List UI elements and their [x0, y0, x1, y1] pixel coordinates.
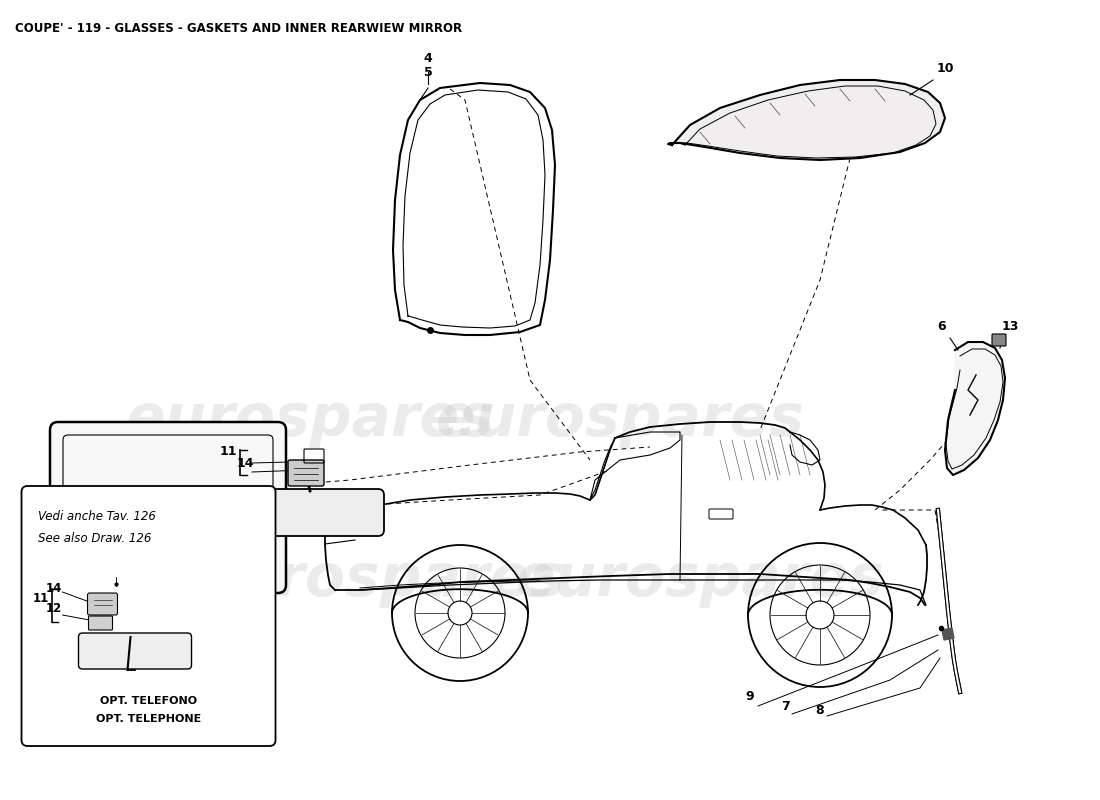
FancyBboxPatch shape	[50, 422, 286, 593]
Text: 14: 14	[45, 582, 62, 595]
Text: 10: 10	[936, 62, 954, 75]
Text: See also Draw. 126: See also Draw. 126	[37, 532, 151, 545]
Text: 2: 2	[108, 638, 117, 651]
Text: eurospares: eurospares	[125, 391, 495, 449]
Text: 6: 6	[937, 320, 946, 333]
FancyBboxPatch shape	[106, 608, 138, 632]
FancyBboxPatch shape	[22, 486, 275, 746]
Text: 4: 4	[424, 52, 432, 65]
FancyBboxPatch shape	[288, 460, 324, 486]
Text: eurospares: eurospares	[516, 551, 884, 609]
FancyBboxPatch shape	[992, 334, 1007, 346]
Text: Vedi anche Tav. 126: Vedi anche Tav. 126	[37, 510, 155, 523]
Text: COUPE' - 119 - GLASSES - GASKETS AND INNER REARWIEW MIRROR: COUPE' - 119 - GLASSES - GASKETS AND INN…	[15, 22, 462, 35]
Text: 11: 11	[33, 592, 48, 605]
Text: 14: 14	[236, 457, 254, 470]
FancyBboxPatch shape	[78, 633, 191, 669]
Polygon shape	[945, 342, 1005, 475]
Text: eurospares: eurospares	[196, 551, 564, 609]
Text: OPT. TELEFONO: OPT. TELEFONO	[100, 696, 197, 706]
Text: 8: 8	[816, 704, 824, 717]
Text: 1: 1	[213, 638, 222, 651]
FancyBboxPatch shape	[242, 489, 384, 536]
FancyBboxPatch shape	[88, 593, 118, 615]
Text: 9: 9	[746, 690, 755, 703]
Polygon shape	[668, 80, 945, 160]
Text: 3: 3	[145, 638, 154, 651]
Polygon shape	[942, 628, 954, 640]
Text: 13: 13	[1001, 320, 1019, 333]
Text: 7: 7	[781, 700, 790, 713]
Text: 5: 5	[424, 66, 432, 79]
Text: 12: 12	[45, 602, 62, 615]
Text: eurospares: eurospares	[436, 391, 804, 449]
FancyBboxPatch shape	[88, 616, 112, 630]
Text: OPT. TELEPHONE: OPT. TELEPHONE	[96, 714, 201, 724]
Text: 11: 11	[219, 445, 236, 458]
FancyBboxPatch shape	[138, 612, 164, 630]
